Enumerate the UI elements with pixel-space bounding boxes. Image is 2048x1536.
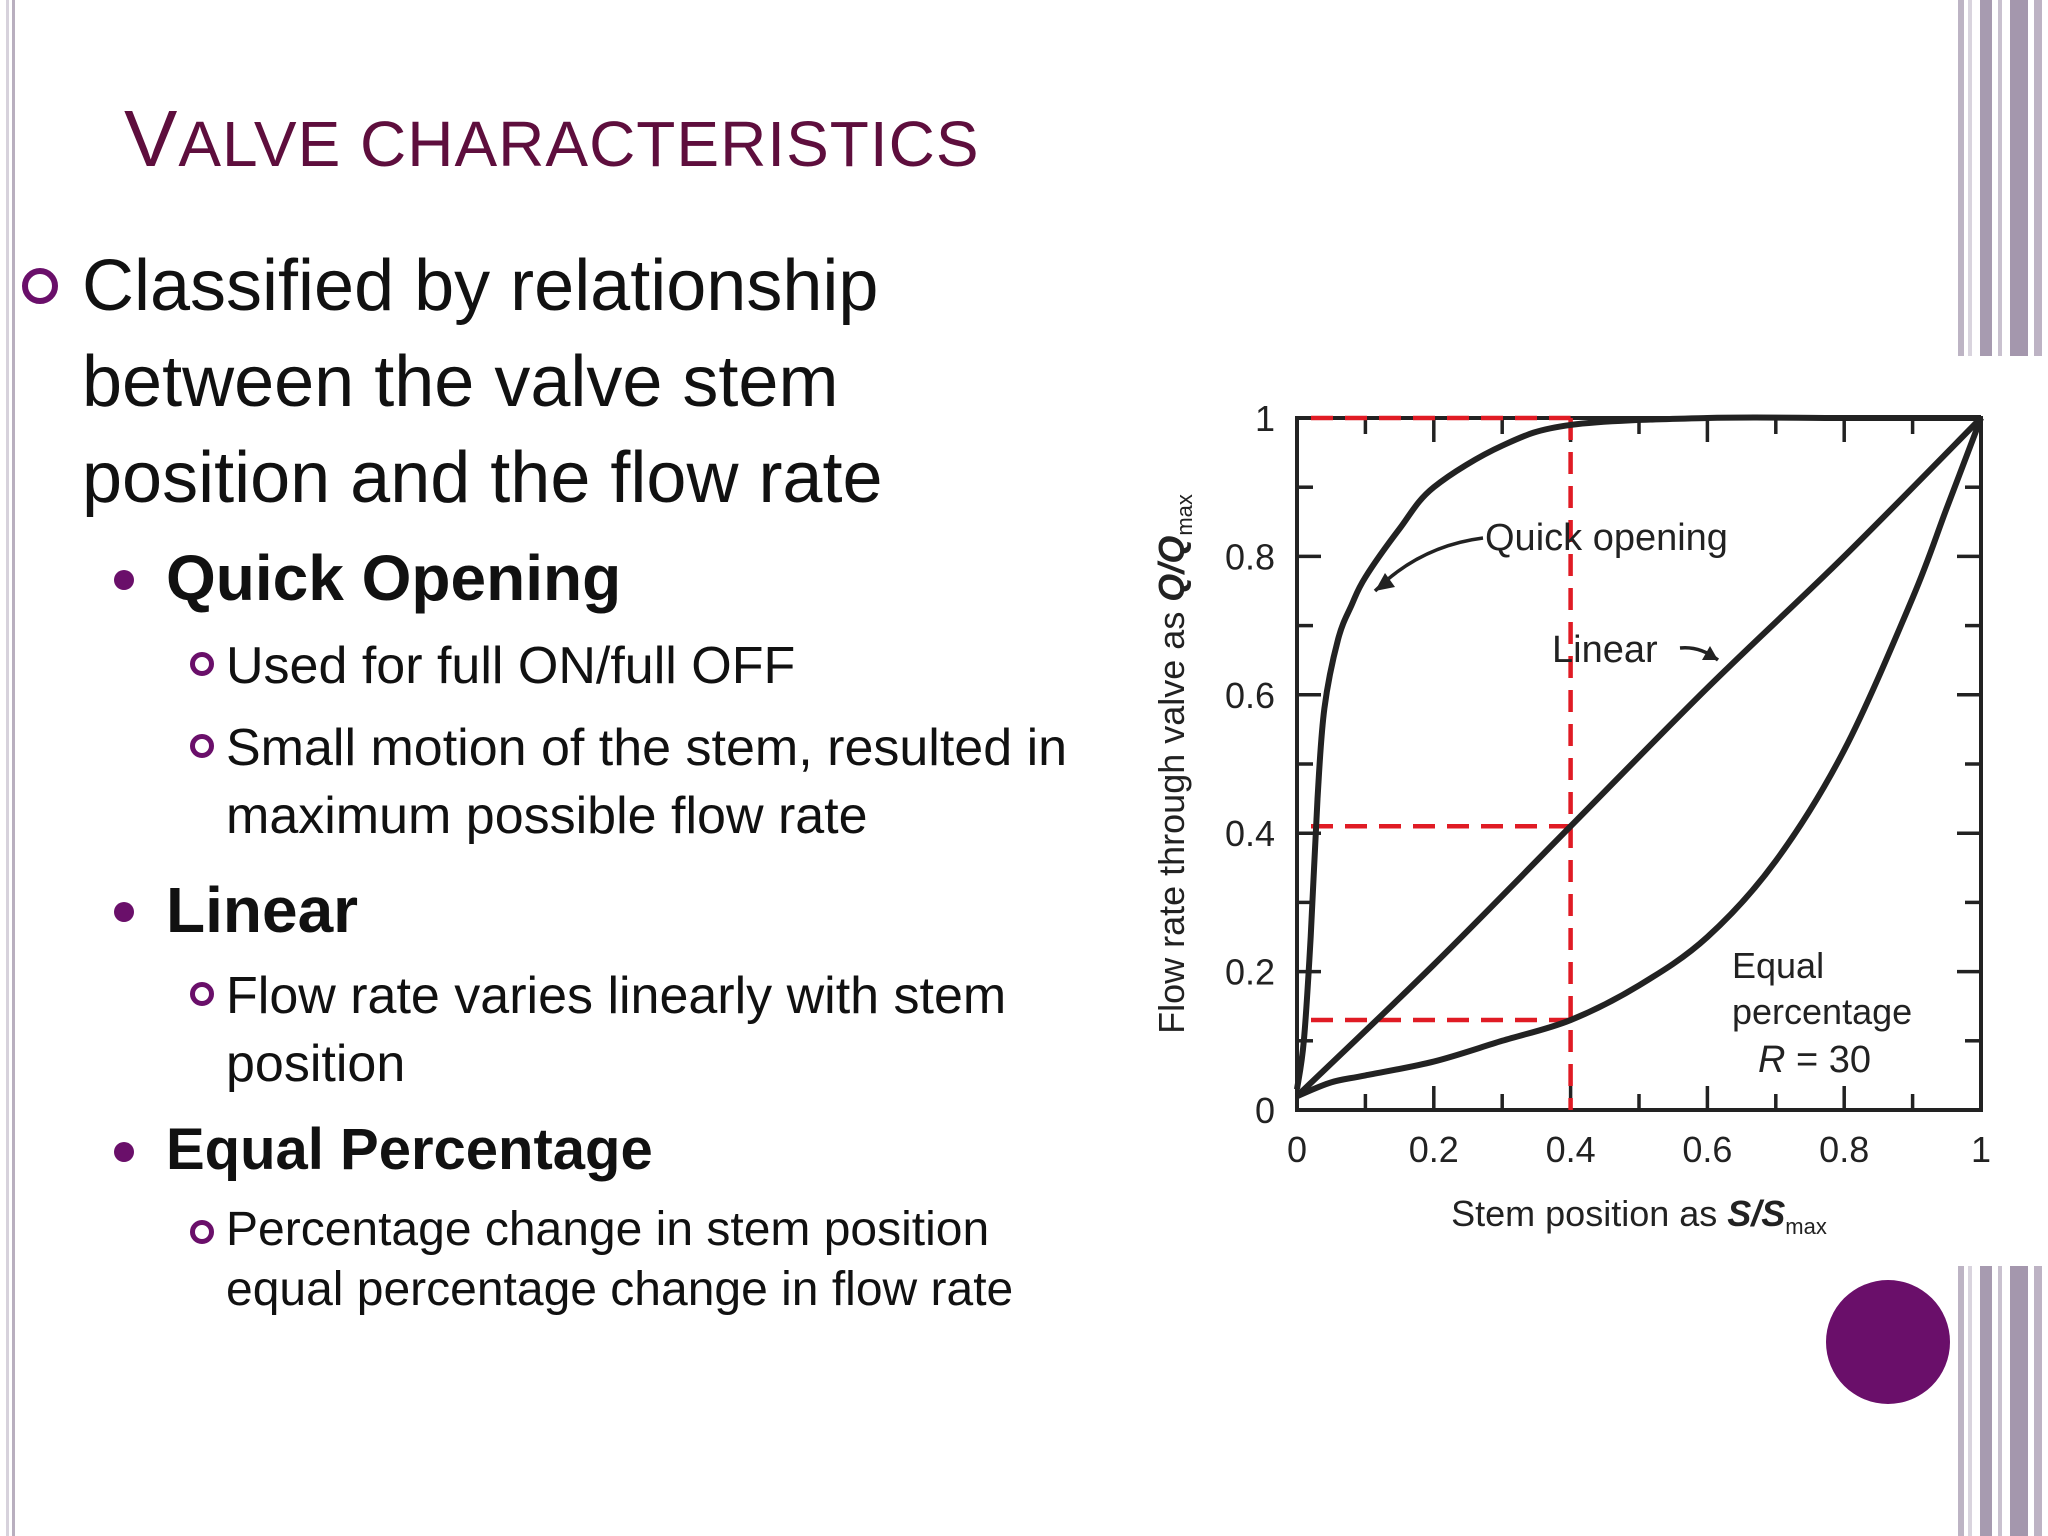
x-tick-label: 0.2 [1409, 1129, 1459, 1170]
ring-bullet-icon [190, 1220, 214, 1244]
sub-bullet: Flow rate varies linearly with stem posi… [190, 962, 1106, 1098]
x-tick-label: 0.4 [1546, 1129, 1596, 1170]
y-axis-label-main: Flow rate through valve as [1151, 602, 1192, 1034]
valve-characteristics-chart: 0 0.2 0.4 0.6 0.8 1 0 0.2 0.4 0.6 0.8 1 Quick open… [1140, 366, 2048, 1250]
dot-bullet-icon [114, 1142, 134, 1162]
quick-opening-curve [1294, 414, 1981, 1090]
chart-svg: 0 0.2 0.4 0.6 0.8 1 0 0.2 0.4 0.6 0.8 1 Quick open… [1151, 398, 1991, 1239]
y-tick-label: 1 [1255, 398, 1275, 439]
x-tick-labels: 0 0.2 0.4 0.6 0.8 1 [1287, 1129, 1991, 1170]
y-tick-label: 0.6 [1225, 675, 1275, 716]
right-decor-bars-bottom [1958, 1266, 2048, 1536]
bullet-quick-opening: Quick Opening [114, 538, 622, 618]
y-tick-labels: 0 0.2 0.4 0.6 0.8 1 [1225, 398, 1275, 1131]
bullet-heading: Linear [166, 874, 359, 946]
bullet-heading: Quick Opening [166, 542, 622, 614]
guide-lines [1311, 415, 1573, 1110]
linear-curve [1294, 415, 1984, 1099]
y-axis-label: Flow rate through valve as Q/Qmax [1151, 494, 1197, 1034]
sub-bullet-text: Percentage change in stem position equal… [226, 1203, 1014, 1316]
decorative-circle [1826, 1280, 1950, 1404]
annotation-r-value: R = 30 [1758, 1039, 1871, 1081]
bullet-linear: Linear [114, 870, 359, 950]
x-axis-label-main: Stem position as [1451, 1193, 1727, 1234]
x-tick-label: 1 [1971, 1129, 1991, 1170]
ring-bullet-icon [190, 734, 214, 758]
sub-bullet: Small motion of the stem, resulted in ma… [190, 714, 1106, 850]
sub-bullet-text: Used for full ON/full OFF [226, 637, 796, 695]
y-axis-label-sub: max [1172, 494, 1197, 536]
sub-bullet-text: Flow rate varies linearly with stem posi… [226, 967, 1007, 1093]
annotation-equal: Equal [1732, 945, 1824, 986]
y-tick-label: 0.2 [1225, 952, 1275, 993]
x-axis-label: Stem position as S/Smax [1451, 1193, 1827, 1239]
x-axis-label-sub: max [1785, 1214, 1827, 1239]
slide-title: VALVE CHARACTERISTICS [124, 94, 980, 189]
main-bullet: Classified by relationship between the v… [22, 238, 1082, 526]
y-tick-label: 0.4 [1225, 813, 1275, 854]
title-rest: ALVE CHARACTERISTICS [178, 108, 980, 180]
left-border-rule [12, 0, 15, 1536]
main-bullet-text: Classified by relationship between the v… [82, 246, 883, 518]
sub-bullet: Percentage change in stem position equal… [190, 1200, 1106, 1320]
y-axis-label-var: Q/Q [1151, 536, 1192, 602]
annotation-linear: Linear [1552, 629, 1658, 671]
ring-bullet-icon [190, 982, 214, 1006]
r-rest: = 30 [1785, 1039, 1871, 1081]
x-tick-label: 0.8 [1819, 1129, 1869, 1170]
annotation-percentage: percentage [1732, 991, 1912, 1032]
x-axis-label-var: S/S [1727, 1193, 1785, 1234]
annotation-arrowhead-quick [1375, 573, 1395, 591]
r-variable: R [1758, 1039, 1785, 1081]
sub-bullet-text: Small motion of the stem, resulted in ma… [226, 719, 1068, 845]
dot-bullet-icon [114, 902, 134, 922]
bullet-equal-percentage: Equal Percentage [114, 1110, 653, 1190]
ring-bullet-icon [190, 652, 214, 676]
annotation-arrowhead-linear [1702, 646, 1718, 660]
bullet-heading: Equal Percentage [166, 1117, 653, 1182]
curves [1294, 414, 1984, 1099]
dot-bullet-icon [114, 570, 134, 590]
x-tick-label: 0 [1287, 1129, 1307, 1170]
annotation-quick-opening: Quick opening [1485, 517, 1728, 559]
sub-bullet: Used for full ON/full OFF [190, 632, 1106, 700]
equal-percentage-curve [1295, 416, 1984, 1099]
ring-bullet-icon [22, 268, 58, 304]
x-tick-label: 0.6 [1682, 1129, 1732, 1170]
title-initial: V [124, 94, 179, 183]
y-tick-label: 0 [1255, 1090, 1275, 1131]
right-decor-bars-top [1958, 0, 2048, 356]
left-border-rule [6, 0, 9, 1536]
y-tick-label: 0.8 [1225, 536, 1275, 577]
